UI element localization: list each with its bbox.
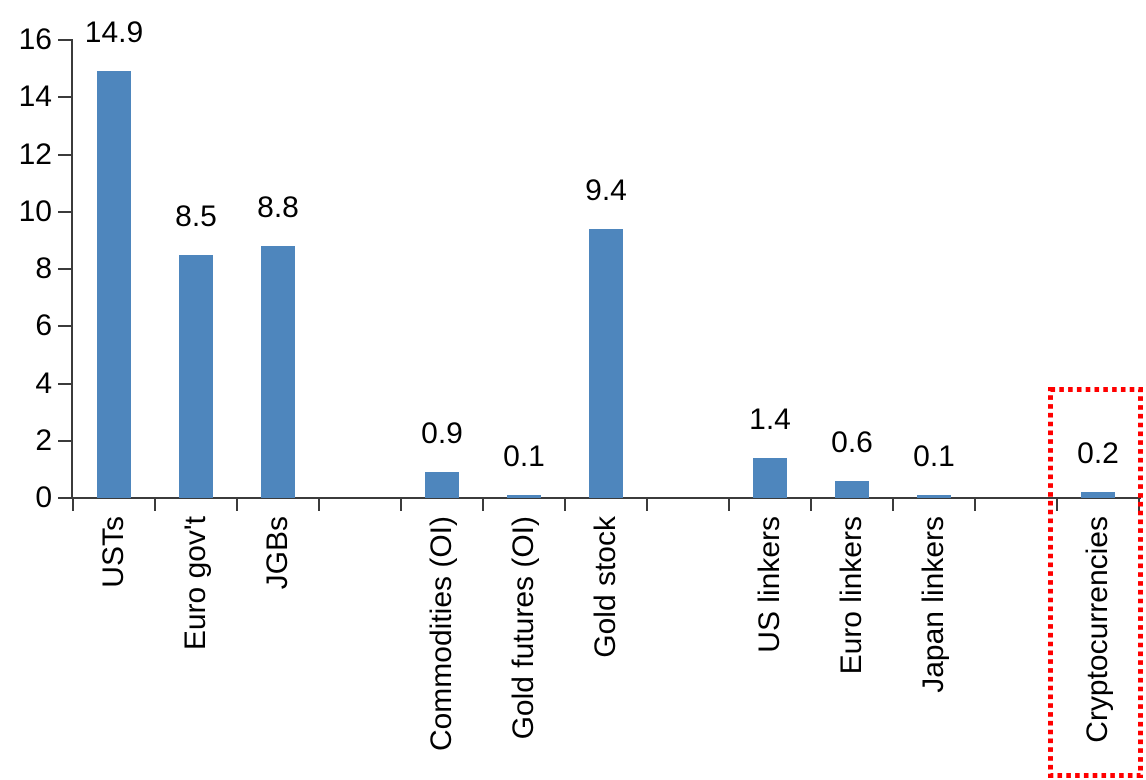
category-label-japan-linkers: Japan linkers: [917, 516, 951, 693]
red-dotted-rectangle: [1048, 387, 1143, 778]
bar-value-label-euro-gov-t: 8.5: [175, 200, 217, 233]
category-label-usts: USTs: [97, 516, 131, 588]
bar-usts: [97, 71, 131, 498]
category-label-jgbs: JGBs: [261, 516, 295, 590]
y-tick: [58, 39, 72, 41]
x-tick: [728, 498, 730, 511]
bar-euro-gov-t: [179, 255, 213, 498]
bar-value-label-japan-linkers: 0.1: [913, 440, 955, 473]
x-tick: [72, 498, 74, 511]
highlight-box: [1048, 387, 1143, 778]
y-tick-label: 6: [35, 309, 52, 343]
y-tick: [58, 96, 72, 99]
bar-value-label-usts: 14.9: [84, 16, 144, 49]
y-tick: [58, 497, 72, 499]
category-label-wrap-japan-linkers: Japan linkers: [893, 516, 975, 778]
y-tick-label: 12: [18, 137, 52, 171]
bar-value-label-us-linkers: 1.4: [749, 403, 791, 436]
y-tick-label: 2: [35, 423, 52, 457]
y-tick: [58, 268, 72, 270]
y-tick-label: 8: [35, 252, 52, 285]
y-tick-label: 14: [18, 80, 52, 114]
bar-value-label-gold-futures-oi: 0.1: [503, 440, 545, 473]
bar-value-label-jgbs: 8.8: [257, 191, 299, 224]
y-tick-label: 16: [18, 23, 52, 56]
category-label-wrap-jgbs: JGBs: [237, 516, 319, 778]
category-label-commodities-oi: Commodities (OI): [425, 516, 459, 752]
bar-jgbs: [261, 246, 295, 498]
x-tick: [892, 498, 894, 511]
bar-us-linkers: [753, 458, 787, 498]
y-tick: [58, 382, 72, 385]
bar-value-label-commodities-oi: 0.9: [421, 417, 463, 450]
category-label-us-linkers: US linkers: [753, 516, 787, 653]
x-tick: [974, 498, 976, 511]
bar-cryptocurrencies: [1081, 492, 1115, 498]
category-label-wrap-euro-gov-t: Euro gov't: [155, 516, 237, 778]
bar-commodities-oi: [425, 472, 459, 498]
category-label-wrap-gold-stock: Gold stock: [565, 516, 647, 778]
bar-gold-futures-oi: [507, 495, 541, 498]
category-label-wrap-commodities-oi: Commodities (OI): [401, 516, 483, 778]
x-tick: [564, 498, 566, 511]
category-label-wrap-us-linkers: US linkers: [729, 516, 811, 778]
category-label-wrap-gold-futures-oi: Gold futures (OI): [483, 516, 565, 778]
bar-value-label-gold-stock: 9.4: [585, 174, 627, 207]
x-tick: [154, 498, 156, 511]
y-tick: [58, 439, 72, 442]
x-tick: [400, 498, 402, 511]
y-tick-label: 10: [18, 194, 52, 228]
y-axis-line: [71, 39, 73, 499]
y-tick-label: 4: [35, 366, 52, 400]
x-tick: [646, 498, 648, 511]
bar-euro-linkers: [835, 481, 869, 498]
y-tick: [58, 153, 72, 156]
bar-gold-stock: [589, 229, 623, 498]
y-tick: [58, 210, 72, 213]
category-label-euro-linkers: Euro linkers: [835, 516, 869, 675]
category-label-gold-futures-oi: Gold futures (OI): [507, 516, 541, 740]
y-tick-label: 0: [35, 481, 52, 514]
bar-value-label-euro-linkers: 0.6: [831, 426, 873, 459]
y-tick: [58, 325, 72, 328]
bar-japan-linkers: [917, 495, 951, 498]
x-tick: [236, 498, 238, 511]
category-label-gold-stock: Gold stock: [589, 516, 623, 658]
x-axis-line: [71, 497, 1141, 499]
category-label-euro-gov-t: Euro gov't: [179, 516, 213, 651]
category-label-wrap-euro-linkers: Euro linkers: [811, 516, 893, 778]
x-tick: [1056, 498, 1058, 511]
bar-value-label-cryptocurrencies: 0.2: [1077, 437, 1119, 470]
x-tick: [318, 498, 320, 511]
x-tick: [482, 498, 484, 511]
category-label-wrap-usts: USTs: [73, 516, 155, 778]
x-tick: [810, 498, 812, 511]
